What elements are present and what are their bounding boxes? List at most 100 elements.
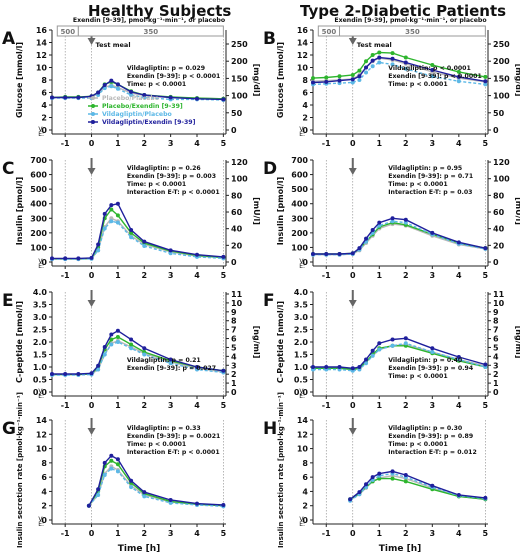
panel-d-point <box>311 251 315 256</box>
panel-d-xtick-label: 1 <box>376 271 382 280</box>
panel-e-meal-arrow-head <box>87 300 96 307</box>
panel-c-point <box>109 216 114 221</box>
panel-a-xtick-label: 5 <box>221 139 227 148</box>
panel-b-point <box>350 77 355 82</box>
panel-c-point <box>96 248 101 253</box>
panel-h-ytick-label: 12 <box>297 430 308 439</box>
panel-d-ylabel: Insulin [pmol/l] <box>276 177 285 245</box>
panel-e-ytick-label: 3.0 <box>33 313 48 322</box>
panel-b-point <box>403 60 408 65</box>
panel-c-point <box>195 252 199 257</box>
panel-d-point <box>483 246 488 251</box>
panel-d-series-line <box>313 220 486 256</box>
panel-d-point <box>430 230 435 235</box>
panel-d-stat-text: Vildagliptin: p = 0.95 <box>388 165 462 172</box>
panel-c-ytick-label: 700 <box>30 156 47 165</box>
panel-d-y2label: [mU/l] <box>514 197 520 225</box>
panel-g-xtick-label: 3 <box>168 529 174 538</box>
panel-b-point <box>483 74 488 79</box>
panel-c-point <box>129 227 134 232</box>
panel-b-point <box>430 68 435 72</box>
panel-b-point <box>364 59 369 64</box>
panel-g-xtick-label: 5 <box>221 529 227 538</box>
panel-d-point <box>377 220 382 225</box>
panel-a-xtick-label: 2 <box>141 139 147 148</box>
panel-a-sig-v: V: <box>38 126 44 133</box>
panel-e-point <box>168 357 173 362</box>
panel-a-exendin-label: Exendin [9-39], pmol·kg⁻¹·min⁻¹, or plac… <box>73 17 225 24</box>
panel-b-point <box>324 75 329 80</box>
panel-g-xtick-label: -1 <box>61 529 70 538</box>
panel-g-point <box>115 469 120 474</box>
panel-d-point <box>370 227 375 232</box>
panel-a-point <box>109 84 114 89</box>
panel-b-sig-e: E: <box>299 131 305 138</box>
panel-b-ytick-label: 12 <box>297 51 308 60</box>
panel-b-point <box>357 74 362 79</box>
panel-a-y2label: [mg/dl] <box>252 64 261 97</box>
panel-a-xtick-label: 1 <box>115 139 121 148</box>
panel-e-stat-text: Vildagliptin: p = 0.21 <box>127 357 201 364</box>
panel-e-y2tick-label: 6 <box>231 335 237 344</box>
panel-f-xtick-label: 0 <box>350 401 356 410</box>
panel-a-point <box>109 78 114 83</box>
panel-c-ytick-label: 200 <box>30 229 47 238</box>
panel-h-point <box>390 469 395 474</box>
panel-b-xtick-label: 4 <box>456 139 462 148</box>
panel-e-point <box>115 328 120 333</box>
panel-h-ytick-label: 2 <box>302 502 308 511</box>
panel-c-xtick-label: 4 <box>194 271 200 280</box>
panel-c-meal-arrow-head <box>87 168 96 175</box>
panel-d-sig-e: E: <box>299 263 305 270</box>
panel-c-stat-text: Vildagliptin: p = 0.26 <box>127 165 201 172</box>
panel-d-ytick-label: 300 <box>291 214 308 223</box>
panel-b-point <box>364 70 369 75</box>
panel-a-stat-text: Time: p < 0.0001 <box>127 81 186 88</box>
panel-f-meal-arrow-head <box>348 300 357 307</box>
panel-a-point <box>96 90 101 95</box>
panel-a-infusion-low: 500 <box>61 28 76 36</box>
panel-f-xtick-label: 5 <box>483 401 489 410</box>
panel-a-infusion-high: 350 <box>144 28 159 36</box>
panel-d-xtick-label: 5 <box>483 271 489 280</box>
panel-c-point <box>129 230 134 235</box>
panel-h-point <box>483 495 488 500</box>
panel-a-point <box>115 86 120 91</box>
panel-f-y2tick-label: 10 <box>493 299 505 308</box>
panel-b-stat-text: Time: p < 0.0001 <box>388 81 447 88</box>
legend-marker-0 <box>91 96 95 100</box>
panel-f-point <box>390 343 395 348</box>
legend-marker-3 <box>91 120 95 124</box>
panel-d-point <box>350 251 355 256</box>
panel-e-point <box>129 346 134 351</box>
panel-f-point <box>337 365 342 369</box>
panel-c-point <box>115 213 120 218</box>
panel-g-point <box>129 478 134 483</box>
panel-a-y2tick-label: 200 <box>231 57 248 66</box>
panel-d-y2tick-label: 20 <box>493 241 505 250</box>
panel-h-point <box>430 483 435 488</box>
panel-f-stat-text: Vildagliptin: p = 0.40 <box>388 357 463 364</box>
panel-c-y2tick-label: 0 <box>231 258 237 267</box>
panel-e-y2tick-label: 0 <box>231 388 237 397</box>
panel-h-ytick-label: 14 <box>297 416 309 425</box>
panel-c-series-line <box>52 202 224 260</box>
panel-b-exendin-label: Exendin [9-39], pmol·kg⁻¹·min⁻¹, or plac… <box>334 17 486 24</box>
panel-c-point <box>142 243 147 248</box>
panel-a-test-meal: Test meal <box>96 41 131 49</box>
panel-c-point <box>109 207 114 212</box>
header-healthy-subjects: Healthy Subjects <box>88 2 232 20</box>
panel-g-stat-text: Exendin [9-39]: p = 0.0021 <box>127 433 221 440</box>
panel-f-ytick-label: 4.0 <box>294 288 309 297</box>
panel-f-xtick-label: 3 <box>430 401 436 410</box>
panel-f-point <box>364 361 369 366</box>
panel-a-ytick-label: 14 <box>36 39 48 48</box>
panel-g-point <box>109 453 114 458</box>
panel-d-sig-v: V: <box>299 258 305 265</box>
panel-g-point <box>168 498 173 502</box>
panel-b-point <box>357 68 362 73</box>
panel-g-point <box>221 503 226 507</box>
panel-e-y2tick-label: 1 <box>231 379 237 388</box>
panel-f-xtick-label: 2 <box>403 401 409 410</box>
panel-d-point <box>324 251 329 256</box>
